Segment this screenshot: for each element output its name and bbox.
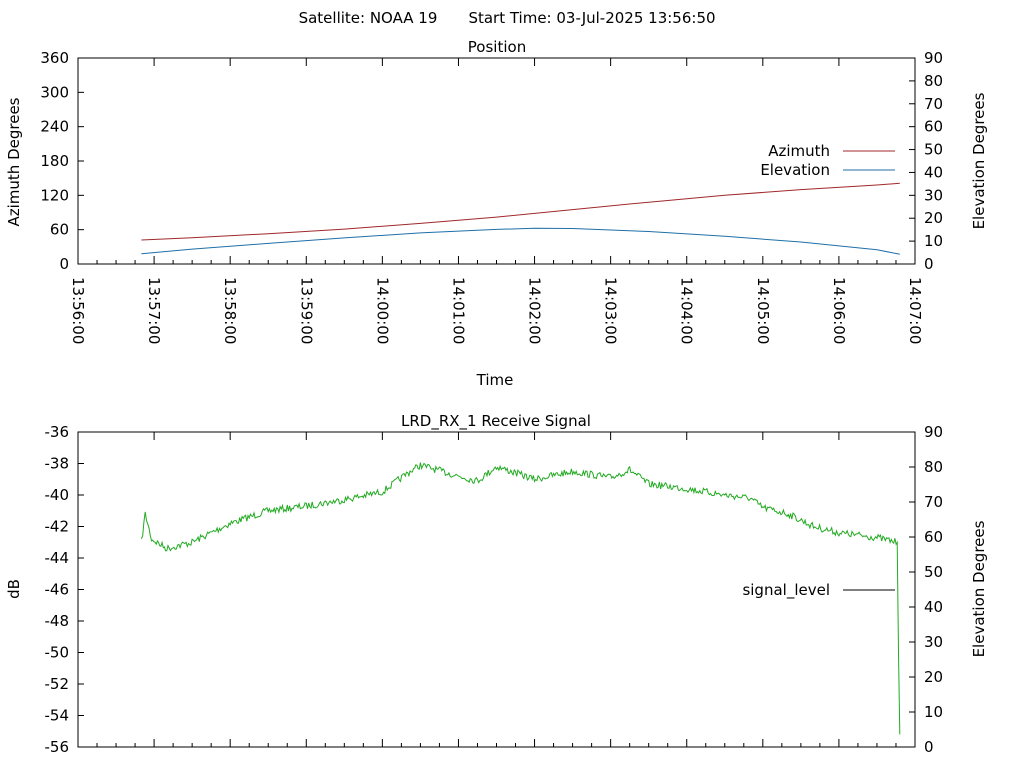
azimuth-axis-label: Azimuth Degrees [5, 97, 23, 226]
chart-marks: 060120180240300360010203040506070809013:… [40, 49, 943, 756]
legend-label-azimuth: Azimuth [768, 142, 830, 160]
y2-tick-label: 70 [924, 493, 943, 511]
y-tick-label: -48 [45, 612, 70, 630]
y2-tick-label: 90 [924, 423, 943, 441]
y-tick-label: 300 [40, 83, 69, 101]
x-tick-label: 14:05:00 [754, 277, 772, 344]
y-tick-label: -54 [45, 707, 70, 725]
x-tick-label: 14:04:00 [678, 277, 696, 344]
y-tick-label: -56 [45, 738, 70, 756]
y-tick-label: -36 [45, 423, 70, 441]
y2-tick-label: 90 [924, 49, 943, 67]
y-tick-label: -40 [45, 486, 70, 504]
y-tick-label: 0 [59, 255, 69, 273]
y-tick-label: 360 [40, 49, 69, 67]
y-tick-label: 240 [40, 118, 69, 136]
x-tick-label: 14:01:00 [449, 277, 467, 344]
series-line-signal-level [140, 462, 901, 735]
signal-chart-title: LRD_RX_1 Receive Signal [401, 412, 591, 431]
y-tick-label: -38 [45, 455, 70, 473]
y2-tick-label: 40 [924, 163, 943, 181]
y2-tick-label: 0 [924, 738, 934, 756]
db-axis-label: dB [5, 579, 23, 599]
y-tick-label: -50 [45, 644, 70, 662]
y-tick-label: 180 [40, 152, 69, 170]
y-tick-label: -46 [45, 581, 70, 599]
signal-elevation-axis-label: Elevation Degrees [970, 520, 988, 657]
y2-tick-label: 0 [924, 255, 934, 273]
x-tick-label: 13:56:00 [69, 277, 87, 344]
x-tick-label: 13:57:00 [145, 277, 163, 344]
y2-tick-label: 50 [924, 563, 943, 581]
series-line-azimuth [141, 182, 900, 241]
y2-tick-label: 30 [924, 633, 943, 651]
legend-label-elevation: Elevation [760, 161, 830, 179]
start-time-label: Start Time: 03-Jul-2025 13:56:50 [468, 9, 715, 27]
y2-tick-label: 10 [924, 703, 943, 721]
y2-tick-label: 30 [924, 186, 943, 204]
y2-tick-label: 60 [924, 118, 943, 136]
satellite-label: Satellite: NOAA 19 [299, 9, 438, 27]
y-tick-label: -42 [45, 518, 70, 536]
x-tick-label: 14:03:00 [602, 277, 620, 344]
y-tick-label: 120 [40, 186, 69, 204]
y2-tick-label: 20 [924, 209, 943, 227]
y2-tick-label: 80 [924, 458, 943, 476]
y2-tick-label: 80 [924, 72, 943, 90]
position-x-axis-label: Time [476, 371, 514, 389]
x-tick-label: 13:59:00 [297, 277, 315, 344]
x-tick-label: 13:58:00 [221, 277, 239, 344]
x-tick-label: 14:06:00 [830, 277, 848, 344]
y-tick-label: -44 [45, 549, 70, 567]
y2-tick-label: 20 [924, 668, 943, 686]
y-tick-label: -52 [45, 675, 70, 693]
x-tick-label: 14:02:00 [526, 277, 544, 344]
y2-tick-label: 70 [924, 95, 943, 113]
y-tick-label: 60 [50, 221, 69, 239]
series-line-elevation [141, 227, 900, 255]
y2-tick-label: 60 [924, 528, 943, 546]
legend-label-signal-level: signal_level [742, 581, 830, 600]
position-elevation-axis-label: Elevation Degrees [970, 92, 988, 229]
position-chart-title: Position [468, 38, 526, 56]
x-tick-label: 14:00:00 [373, 277, 391, 344]
x-tick-label: 14:07:00 [906, 277, 924, 344]
y2-tick-label: 10 [924, 232, 943, 250]
y2-tick-label: 40 [924, 598, 943, 616]
y2-tick-label: 50 [924, 141, 943, 159]
